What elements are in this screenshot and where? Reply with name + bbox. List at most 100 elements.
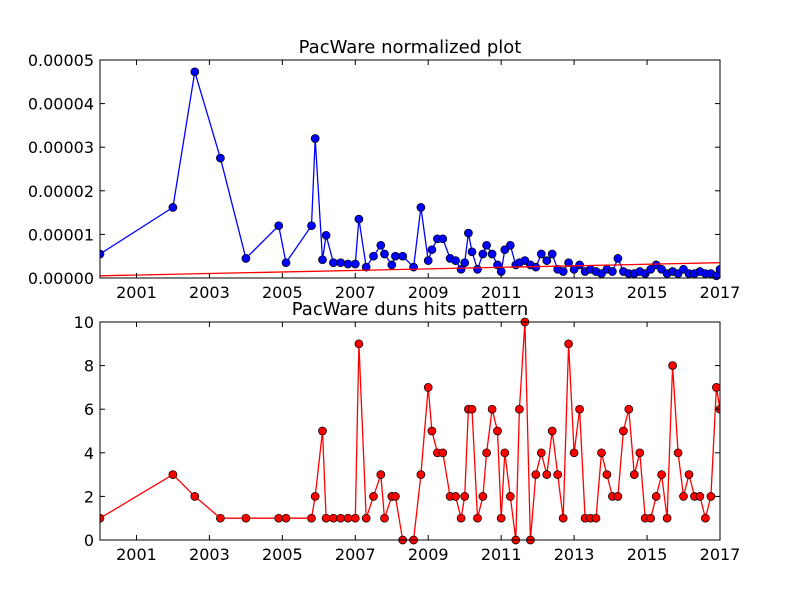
data-point xyxy=(456,513,466,523)
series-group xyxy=(100,67,720,281)
data-point xyxy=(423,256,433,265)
data-point xyxy=(668,361,677,370)
data-point xyxy=(629,470,639,479)
data-point xyxy=(318,255,327,265)
data-point xyxy=(505,492,515,501)
x-tick-label: 2003 xyxy=(189,283,230,302)
data-point xyxy=(715,264,720,274)
data-point xyxy=(354,214,364,224)
x-tick-label: 2001 xyxy=(116,545,157,564)
series-line xyxy=(100,262,720,277)
data-point xyxy=(398,251,408,261)
x-tick-label: 2015 xyxy=(627,283,668,302)
y-tick-label: 0.00002 xyxy=(28,182,94,201)
x-tick-label: 2011 xyxy=(481,545,522,564)
data-point xyxy=(515,404,524,414)
x-tick-label: 2009 xyxy=(408,545,449,564)
x-tick-label: 2009 xyxy=(408,283,449,302)
data-point xyxy=(241,513,251,523)
data-point xyxy=(564,339,573,349)
y-tick-label: 0 xyxy=(84,531,94,550)
data-point xyxy=(464,228,473,238)
data-point xyxy=(343,513,353,523)
data-point xyxy=(307,513,316,523)
data-point xyxy=(478,492,488,501)
data-point xyxy=(597,448,606,458)
data-point xyxy=(241,254,251,263)
data-point xyxy=(100,249,105,259)
data-point xyxy=(391,492,400,501)
data-point xyxy=(657,470,666,479)
x-tick-label: 2001 xyxy=(116,283,157,302)
chart-title: PacWare normalized plot xyxy=(299,37,522,58)
data-point xyxy=(624,404,634,414)
data-point xyxy=(329,513,338,523)
y-tick-label: 0.00000 xyxy=(28,269,94,288)
data-point xyxy=(318,426,327,436)
data-point xyxy=(343,259,353,269)
data-point xyxy=(651,492,661,501)
series-group xyxy=(100,317,720,545)
y-tick-label: 10 xyxy=(74,313,94,332)
data-point xyxy=(482,448,491,458)
data-point xyxy=(613,492,623,501)
data-point xyxy=(591,513,601,523)
data-point xyxy=(321,230,331,240)
y-tick-label: 0.00005 xyxy=(28,51,94,70)
x-axis-ticks: 2001 2003 2005 2007 2009 2011 2013 2015 2017 xyxy=(116,322,740,564)
plot-frame xyxy=(99,59,721,279)
y-axis-ticks: 0 2 4 6 8 10 xyxy=(74,313,720,550)
data-point xyxy=(310,134,320,143)
data-point xyxy=(536,249,546,259)
data-point xyxy=(391,251,400,261)
data-point xyxy=(542,256,552,265)
data-point xyxy=(350,259,360,269)
x-tick-label: 2007 xyxy=(335,283,376,302)
data-point xyxy=(451,256,460,265)
data-point xyxy=(684,470,694,479)
data-point xyxy=(646,513,656,523)
data-point xyxy=(608,267,617,276)
data-point xyxy=(380,513,389,523)
data-point xyxy=(473,264,482,274)
x-tick-label: 2005 xyxy=(262,545,303,564)
data-point xyxy=(350,513,360,523)
data-point xyxy=(482,240,491,250)
x-tick-label: 2015 xyxy=(627,545,668,564)
x-tick-label: 2005 xyxy=(262,283,303,302)
data-point xyxy=(695,492,705,501)
data-point xyxy=(216,513,225,523)
x-tick-label: 2013 xyxy=(554,545,595,564)
data-point xyxy=(635,448,645,458)
x-tick-label: 2013 xyxy=(554,283,595,302)
chart-title: PacWare duns hits pattern xyxy=(292,299,529,320)
y-tick-label: 8 xyxy=(84,357,94,376)
data-point xyxy=(100,513,105,523)
data-point xyxy=(361,262,371,272)
data-point xyxy=(493,426,502,436)
data-point xyxy=(423,383,433,392)
data-point xyxy=(336,513,346,523)
data-point xyxy=(505,240,515,250)
data-point xyxy=(602,470,612,479)
data-point xyxy=(673,448,683,458)
x-tick-label: 2017 xyxy=(700,545,741,564)
data-point xyxy=(380,249,389,259)
data-point xyxy=(467,247,477,257)
data-point xyxy=(190,492,200,501)
data-point xyxy=(369,492,378,501)
data-point xyxy=(369,251,378,261)
data-point xyxy=(547,249,557,259)
y-tick-label: 6 xyxy=(84,400,94,419)
y-tick-label: 0.00003 xyxy=(28,138,94,157)
data-point xyxy=(531,470,541,479)
data-point xyxy=(376,240,386,250)
data-point xyxy=(473,513,482,523)
data-point xyxy=(558,513,568,523)
series-layer xyxy=(100,317,720,545)
series-layer xyxy=(100,67,720,281)
data-point xyxy=(536,448,546,458)
data-point xyxy=(706,492,716,501)
data-point xyxy=(460,492,470,501)
